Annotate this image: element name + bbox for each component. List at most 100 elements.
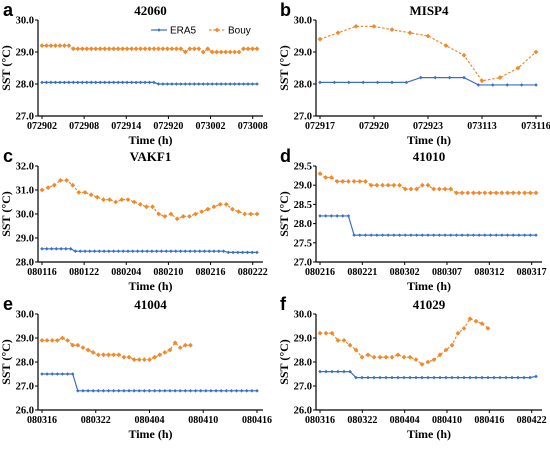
data-point-bouy — [199, 209, 205, 214]
data-point-bouy — [45, 185, 51, 190]
y-tick-label: 28.0 — [16, 358, 34, 369]
x-tick-label: 072914 — [111, 121, 141, 132]
data-point-era5 — [244, 389, 249, 393]
data-point-era5 — [54, 247, 59, 251]
data-point-era5 — [102, 249, 106, 253]
data-point-era5 — [55, 372, 60, 376]
data-point-bouy — [168, 211, 174, 217]
x-tick-label: 080410 — [432, 415, 462, 426]
data-point-bouy — [156, 46, 161, 52]
data-point-bouy — [191, 46, 197, 52]
y-tick-label: 29.0 — [294, 48, 312, 59]
x-tick-label: 080312 — [474, 267, 504, 278]
data-point-bouy — [133, 46, 139, 52]
data-point-bouy — [70, 342, 76, 348]
data-point-era5 — [444, 375, 448, 380]
data-point-bouy — [230, 206, 235, 212]
data-point-era5 — [201, 82, 206, 86]
data-point-era5 — [363, 233, 368, 237]
data-point-bouy — [425, 359, 431, 365]
data-point-era5 — [408, 375, 412, 380]
data-point-era5 — [330, 369, 334, 374]
data-point-bouy — [334, 178, 340, 184]
data-point-era5 — [40, 372, 44, 376]
data-point-bouy — [479, 321, 485, 326]
data-point-era5 — [183, 389, 188, 393]
y-tick-label: 28.0 — [16, 258, 34, 269]
x-axis-label: Time (h) — [407, 427, 451, 441]
data-point-era5 — [224, 389, 229, 393]
y-tick-label: 30.0 — [16, 16, 34, 27]
data-point-bouy — [188, 342, 193, 348]
x-tick-label: 080307 — [432, 267, 462, 278]
y-tick-label: 28.5 — [294, 200, 312, 211]
y-tick-label: 30.0 — [294, 310, 312, 321]
data-point-bouy — [533, 49, 539, 55]
data-point-era5 — [116, 249, 121, 253]
data-point-era5 — [70, 372, 75, 376]
data-point-era5 — [120, 80, 125, 85]
panel-b: b MISP4 27.0 28.0 29.0 30.0 072917 072920 072923… — [277, 0, 550, 147]
data-point-era5 — [152, 80, 156, 85]
data-point-era5 — [147, 389, 152, 393]
data-point-era5 — [534, 83, 538, 87]
data-point-era5 — [178, 389, 183, 393]
data-point-bouy — [414, 186, 420, 192]
panel-d: d 41010 27.0 27.5 28.0 28.5 29.0 29.5 080216 0802… — [277, 146, 547, 293]
data-point-bouy — [459, 190, 465, 196]
data-point-bouy — [76, 190, 82, 195]
data-point-era5 — [207, 249, 212, 253]
data-point-era5 — [214, 82, 219, 86]
data-point-bouy — [377, 354, 383, 360]
data-point-bouy — [150, 204, 155, 210]
data-point-bouy — [374, 182, 380, 188]
data-point-bouy — [82, 190, 88, 195]
data-point-era5 — [336, 369, 340, 374]
data-point-bouy — [499, 190, 505, 196]
data-point-bouy — [425, 182, 431, 188]
y-axis-label: SST (°C) — [277, 45, 291, 91]
data-point-era5 — [169, 249, 173, 253]
data-point-bouy — [75, 342, 81, 348]
data-point-era5 — [212, 249, 216, 253]
y-tick-label: 30.0 — [16, 310, 34, 321]
data-point-era5 — [135, 249, 140, 253]
data-point-bouy — [413, 357, 419, 362]
x-tick-label: 072908 — [69, 121, 99, 132]
data-point-era5 — [255, 389, 259, 393]
data-point-era5 — [426, 375, 430, 380]
y-tick-label: 28.0 — [16, 80, 34, 91]
data-point-era5 — [488, 233, 493, 237]
data-point-era5 — [516, 375, 520, 380]
data-point-era5 — [188, 82, 192, 86]
data-point-era5 — [83, 249, 87, 253]
data-point-bouy — [467, 316, 473, 322]
data-point-era5 — [390, 375, 394, 380]
data-point-era5 — [519, 83, 524, 87]
data-point-bouy — [380, 182, 385, 188]
data-point-era5 — [111, 80, 116, 85]
data-point-era5 — [366, 375, 370, 380]
y-axis-label: SST (°C) — [277, 339, 291, 385]
data-point-bouy — [408, 186, 414, 192]
data-point-bouy — [147, 46, 152, 52]
data-point-era5 — [165, 82, 170, 86]
panel-c: c VAKF1 28.0 29.0 30.0 31.0 32.0 080116 080122 08… — [0, 146, 268, 293]
x-tick-label: 080416 — [242, 415, 272, 426]
data-point-era5 — [342, 369, 346, 374]
data-point-era5 — [375, 80, 380, 85]
data-point-era5 — [173, 389, 177, 393]
data-point-era5 — [229, 389, 234, 393]
data-point-era5 — [318, 214, 322, 218]
data-point-era5 — [204, 389, 208, 393]
data-point-era5 — [404, 80, 409, 85]
data-point-bouy — [340, 178, 346, 184]
x-tick-label: 072920 — [359, 121, 389, 132]
data-point-era5 — [164, 249, 169, 253]
data-point-bouy — [323, 175, 329, 180]
data-point-era5 — [209, 389, 213, 393]
data-point-era5 — [59, 247, 63, 251]
data-point-era5 — [369, 233, 373, 237]
data-point-bouy — [479, 78, 485, 84]
